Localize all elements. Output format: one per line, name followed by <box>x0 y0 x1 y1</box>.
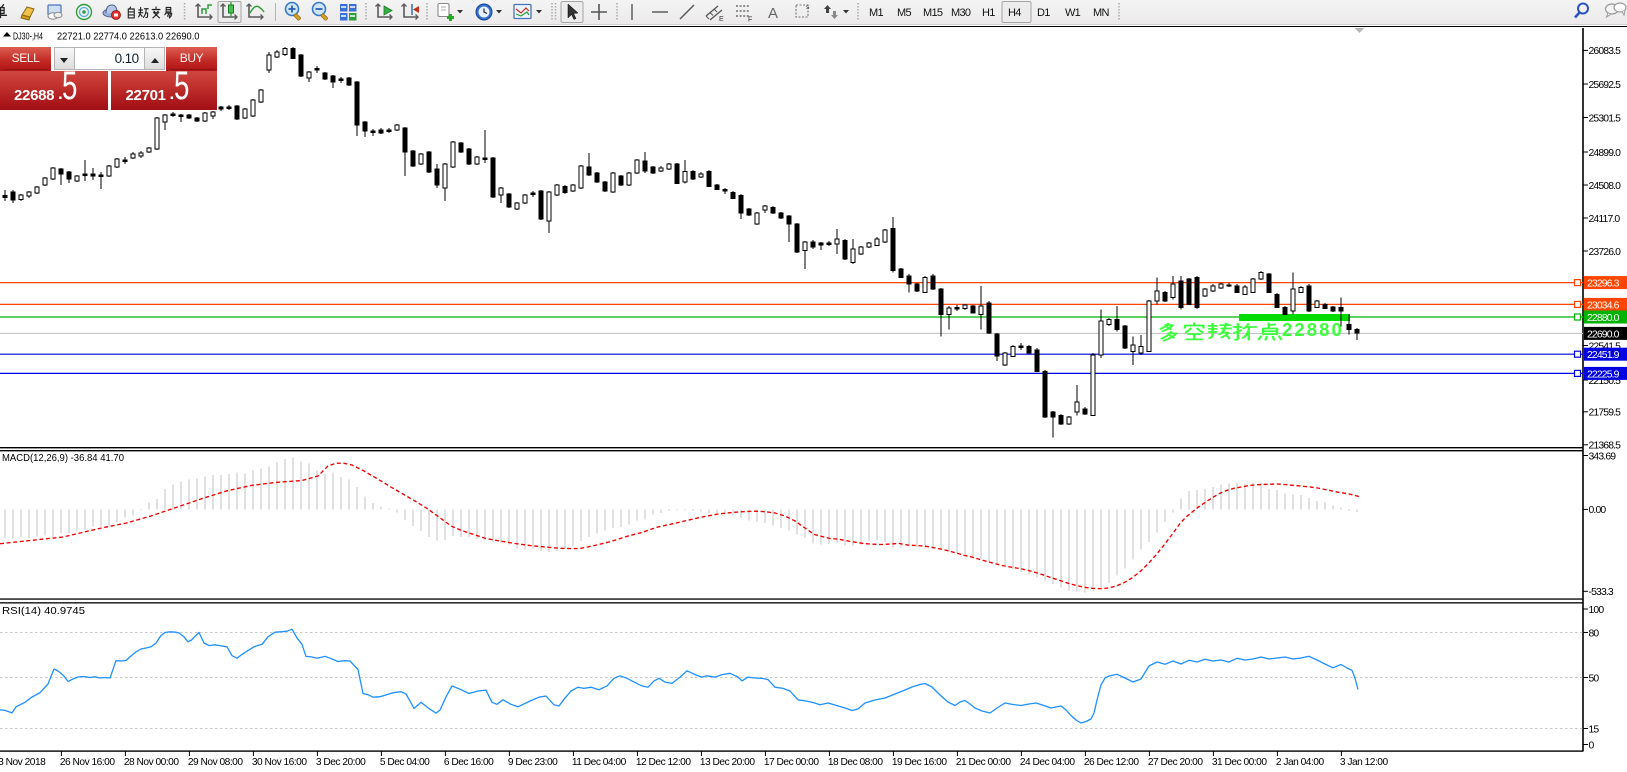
svg-text:11 Dec 04:00: 11 Dec 04:00 <box>572 757 627 768</box>
svg-text:RSI(14) 40.9745: RSI(14) 40.9745 <box>2 605 85 617</box>
svg-text:23 Nov 2018: 23 Nov 2018 <box>0 757 46 768</box>
svg-text:E: E <box>719 16 724 23</box>
svg-text:29 Nov 08:00: 29 Nov 08:00 <box>188 757 243 768</box>
svg-text:24508.0: 24508.0 <box>1589 181 1622 192</box>
svg-text:15: 15 <box>1589 724 1600 735</box>
svg-text:9 Dec 23:00: 9 Dec 23:00 <box>508 757 558 768</box>
svg-text:24117.0: 24117.0 <box>1589 214 1621 225</box>
svg-text:W1: W1 <box>1065 7 1081 19</box>
svg-text:0.00: 0.00 <box>1589 505 1607 516</box>
svg-text:6 Dec 16:00: 6 Dec 16:00 <box>444 757 494 768</box>
svg-text:26083.5: 26083.5 <box>1589 46 1622 57</box>
svg-text:22225.9: 22225.9 <box>1587 369 1620 380</box>
svg-text:100: 100 <box>1589 605 1605 616</box>
svg-text:21 Dec 00:00: 21 Dec 00:00 <box>956 757 1011 768</box>
svg-text:30 Nov 16:00: 30 Nov 16:00 <box>252 757 307 768</box>
svg-text:24 Dec 04:00: 24 Dec 04:00 <box>1020 757 1075 768</box>
svg-text:H4: H4 <box>1008 7 1021 19</box>
svg-text:28 Nov 00:00: 28 Nov 00:00 <box>124 757 179 768</box>
svg-text:26 Dec 12:00: 26 Dec 12:00 <box>1084 757 1139 768</box>
svg-text:M1: M1 <box>869 7 883 19</box>
svg-text:H1: H1 <box>982 7 995 19</box>
svg-text:13 Dec 20:00: 13 Dec 20:00 <box>700 757 755 768</box>
svg-text:23034.6: 23034.6 <box>1587 300 1620 311</box>
svg-text:22541.5: 22541.5 <box>1589 341 1622 352</box>
svg-text:21368.5: 21368.5 <box>1589 441 1622 452</box>
svg-text:-533.3: -533.3 <box>1589 587 1614 598</box>
svg-text:MN: MN <box>1093 7 1109 19</box>
svg-text:M30: M30 <box>951 7 971 19</box>
svg-text:M15: M15 <box>923 7 943 19</box>
svg-text:26 Nov 16:00: 26 Nov 16:00 <box>60 757 115 768</box>
svg-text:5 Dec 04:00: 5 Dec 04:00 <box>380 757 430 768</box>
svg-text:M5: M5 <box>897 7 911 19</box>
svg-text:DJ30-,H4: DJ30-,H4 <box>13 31 43 43</box>
svg-text:2 Jan 04:00: 2 Jan 04:00 <box>1276 757 1325 768</box>
svg-text:MACD(12,26,9) -36.84 41.70: MACD(12,26,9) -36.84 41.70 <box>2 452 124 464</box>
svg-text:12 Dec 12:00: 12 Dec 12:00 <box>636 757 691 768</box>
svg-text:3 Dec 20:00: 3 Dec 20:00 <box>316 757 366 768</box>
svg-text:18 Dec 08:00: 18 Dec 08:00 <box>828 757 883 768</box>
svg-text:24899.0: 24899.0 <box>1589 148 1622 159</box>
svg-text:23726.0: 23726.0 <box>1589 247 1622 258</box>
svg-text:25301.5: 25301.5 <box>1589 113 1622 124</box>
svg-text:31 Dec 00:00: 31 Dec 00:00 <box>1212 757 1267 768</box>
svg-text:F: F <box>748 17 752 24</box>
svg-text:22690.0: 22690.0 <box>1587 329 1620 340</box>
svg-text:343.69: 343.69 <box>1589 451 1617 462</box>
svg-text:s: s <box>806 4 810 11</box>
svg-text:50: 50 <box>1589 673 1600 684</box>
svg-text:23296.3: 23296.3 <box>1587 279 1620 290</box>
svg-text:22880.0: 22880.0 <box>1587 313 1620 324</box>
svg-text:22150.5: 22150.5 <box>1589 376 1622 387</box>
svg-text:3 Jan 12:00: 3 Jan 12:00 <box>1340 757 1389 768</box>
svg-text:22880: 22880 <box>1282 319 1344 340</box>
svg-text:D1: D1 <box>1037 7 1050 19</box>
svg-text:27 Dec 20:00: 27 Dec 20:00 <box>1148 757 1203 768</box>
svg-text:22721.0 22774.0 22613.0 22690.: 22721.0 22774.0 22613.0 22690.0 <box>57 31 200 43</box>
svg-text:21759.5: 21759.5 <box>1589 408 1622 419</box>
svg-text:25692.5: 25692.5 <box>1589 80 1622 91</box>
svg-text:17 Dec 00:00: 17 Dec 00:00 <box>764 757 819 768</box>
svg-text:22451.9: 22451.9 <box>1587 350 1620 361</box>
svg-text:A: A <box>768 5 778 22</box>
svg-text:0: 0 <box>1589 740 1595 751</box>
svg-text:19 Dec 16:00: 19 Dec 16:00 <box>892 757 947 768</box>
svg-text:80: 80 <box>1589 628 1600 639</box>
